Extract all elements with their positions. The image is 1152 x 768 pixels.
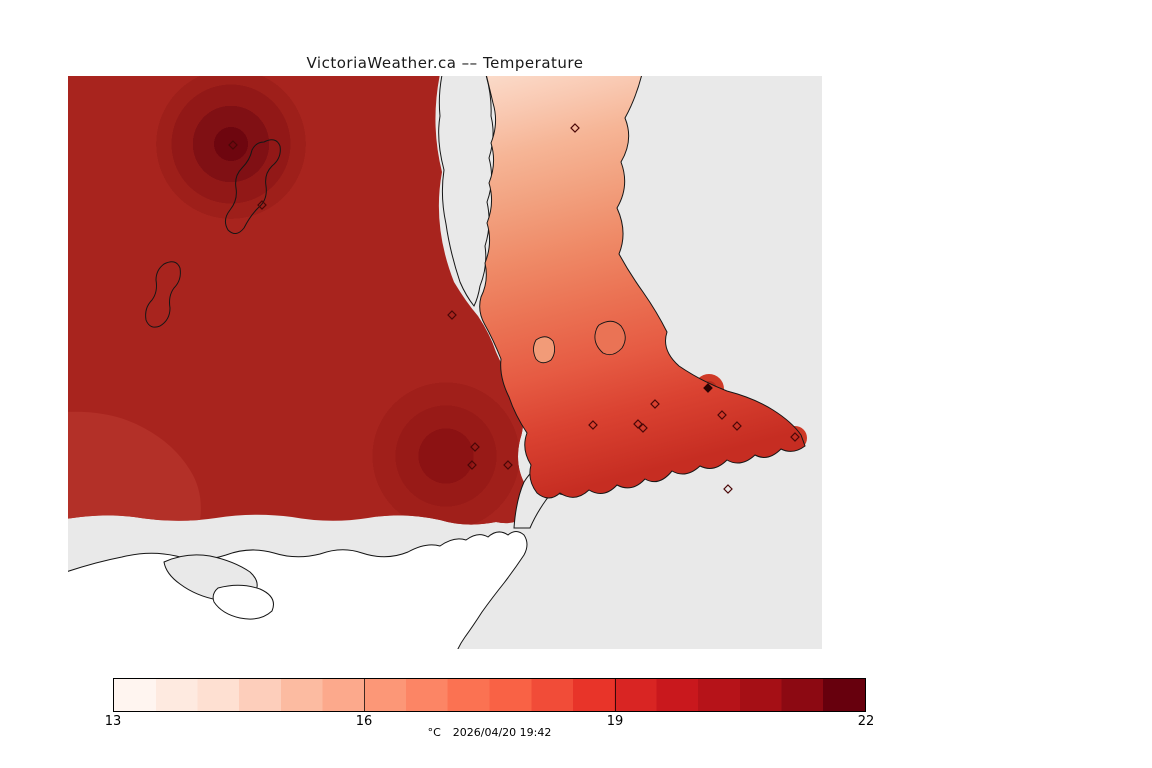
colorbar	[113, 678, 866, 712]
station-markers	[228, 123, 800, 494]
station-marker	[723, 484, 733, 494]
warm-core-south	[354, 364, 529, 525]
unit-label: °C	[427, 726, 441, 739]
warm-core-northwest	[146, 76, 316, 229]
station-marker	[228, 140, 238, 150]
station-marker	[717, 410, 727, 420]
station-marker	[650, 399, 660, 409]
colorbar-tick-mark	[364, 679, 366, 711]
station-marker	[257, 200, 267, 210]
station-marker	[503, 460, 513, 470]
island-outline-1	[224, 139, 281, 234]
station-marker	[588, 420, 598, 430]
station-marker	[570, 123, 580, 133]
island-outline-2	[145, 261, 181, 328]
colorbar-caption: °C 2026/04/20 19:42	[113, 726, 866, 739]
station-marker	[790, 432, 800, 442]
cool-corner-band	[68, 411, 201, 521]
temperature-map	[68, 76, 822, 649]
station-marker	[633, 419, 643, 429]
page-title: VictoriaWeather.ca –– Temperature	[306, 54, 584, 72]
colorbar-tick-label: 13	[104, 714, 122, 729]
map-svg	[68, 76, 822, 649]
colorbar-tick-label: 19	[606, 714, 624, 729]
warm-cores-west	[68, 76, 529, 525]
timestamp-label: 2026/04/20 19:42	[452, 726, 552, 739]
colorbar-tick-marks	[114, 679, 865, 711]
station-marker	[470, 442, 480, 452]
saanich-inlet-water	[438, 76, 494, 307]
station-marker	[732, 421, 742, 431]
colorbar-tick-label: 22	[857, 714, 875, 729]
station-marker	[703, 383, 713, 393]
station-marker	[638, 423, 648, 433]
lake-outline-mainland	[212, 584, 274, 620]
colorbar-tick-label: 16	[355, 714, 373, 729]
hill-outline-peninsula	[594, 320, 626, 356]
station-marker	[467, 460, 477, 470]
colorbar-ticks: 13 16 19 22	[105, 714, 875, 730]
colorbar-gradient	[114, 679, 865, 711]
lake-outline-peninsula	[533, 336, 556, 364]
colorbar-tick-mark	[614, 679, 616, 711]
station-marker	[447, 310, 457, 320]
